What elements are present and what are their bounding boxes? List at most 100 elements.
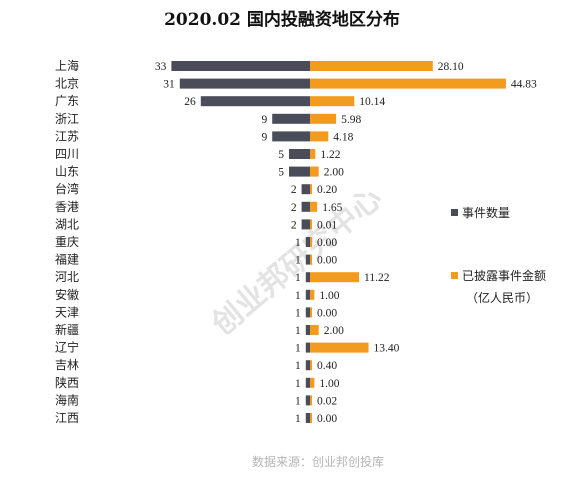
data-label-amount: 0.20 [317,184,337,196]
data-label-amount: 0.00 [317,413,337,425]
data-label-amount: 0.00 [317,237,337,249]
data-label-count: 1 [295,395,301,407]
data-label-count: 2 [291,184,297,196]
bar-count [171,61,310,71]
bar-count [289,149,310,159]
bar-count [305,395,310,406]
bar-amount [310,395,312,406]
bar-amount [310,166,319,177]
bar-count [272,113,310,124]
legend-label-unit: （亿人民币） [466,290,538,305]
legend-label-amount: 已披露事件金额 [462,268,546,283]
category-label: 辽宁 [55,340,79,355]
data-label-count: 31 [163,79,175,91]
category-label: 重庆 [55,235,79,249]
bar-count [305,342,310,353]
bar-count [305,237,310,247]
category-label: 吉林 [55,358,79,372]
bar-amount [310,96,355,107]
bar-count [301,219,310,230]
category-label: 湖北 [55,216,79,231]
bar-amount [310,113,337,124]
category-label: 山东 [55,165,79,179]
data-label-count: 1 [295,307,301,319]
bar-count [305,377,310,388]
data-label-count: 2 [291,202,297,214]
bar-amount [310,289,315,300]
bar-amount [310,201,318,212]
data-label-count: 9 [261,131,267,143]
bar-amount [310,377,315,388]
bar-count [289,166,310,177]
data-label-amount: 13.40 [374,343,400,355]
category-label: 河北 [55,270,79,284]
bar-count [301,184,310,195]
bar-count [272,131,310,142]
bar-count [305,360,310,371]
legend-swatch-amount [451,272,458,279]
data-label-count: 5 [278,149,284,161]
bar-count [305,272,310,283]
data-label-amount: 10.14 [359,96,385,108]
bar-count [305,413,310,423]
data-label-count: 1 [295,290,301,302]
bar-count [305,289,310,300]
category-label: 香港 [55,200,79,214]
data-label-amount: 1.00 [319,378,339,390]
category-label: 浙江 [55,112,79,126]
data-label-amount: 1.00 [319,290,339,302]
bar-amount [310,61,433,71]
data-label-amount: 2.00 [324,325,344,337]
data-label-count: 9 [261,114,267,126]
category-label: 江苏 [55,129,79,143]
category-label: 江西 [55,411,79,425]
data-label-count: 1 [295,378,301,390]
bar-amount [310,237,312,247]
bar-amount [310,219,312,230]
data-label-count: 1 [295,343,301,355]
bar-amount [310,149,316,159]
category-label: 台湾 [55,181,79,196]
data-label-amount: 28.10 [438,61,464,73]
source-note: 数据来源：创业邦创投库 [252,454,384,469]
category-label: 上海 [55,58,79,73]
data-label-count: 1 [295,325,301,337]
bar-count [301,201,310,212]
legend-swatch-count [451,209,458,216]
category-label: 北京 [55,77,79,91]
data-label-amount: 0.02 [317,395,337,407]
data-label-amount: 4.18 [333,131,353,143]
legend-label-count: 事件数量 [462,205,510,220]
category-label: 福建 [55,252,79,267]
category-label: 安徽 [55,287,79,302]
data-label-amount: 11.22 [364,272,390,284]
bar-amount [310,272,360,283]
bar-amount [310,342,369,353]
category-label: 四川 [55,147,79,161]
bar-amount [310,184,312,195]
legend: 事件数量 已披露事件金额 （亿人民币） [451,205,546,305]
bars-group: 上海 33 28.10 北京 31 44.83 广东 26 10.14 浙江 9 5.98 江苏 9 4.1… [55,58,537,425]
data-label-amount: 1.65 [322,202,342,214]
data-label-amount: 0.00 [317,307,337,319]
data-label-count: 5 [278,167,284,179]
data-label-amount: 0.01 [317,219,337,231]
data-label-count: 1 [295,237,301,249]
category-label: 新疆 [55,322,79,337]
data-label-amount: 5.98 [341,114,361,126]
category-label: 海南 [55,392,79,407]
bar-count [305,254,310,265]
bar-count [179,78,310,89]
bar-amount [310,360,312,371]
data-label-amount: 44.83 [511,79,537,91]
bar-amount [310,325,319,335]
bar-amount [310,131,329,142]
bar-amount [310,307,312,318]
bar-count [200,96,310,107]
bar-amount [310,413,312,423]
category-label: 天津 [55,305,79,319]
bar-count [305,307,310,318]
category-label: 广东 [55,94,79,108]
data-label-amount: 1.22 [320,149,340,161]
